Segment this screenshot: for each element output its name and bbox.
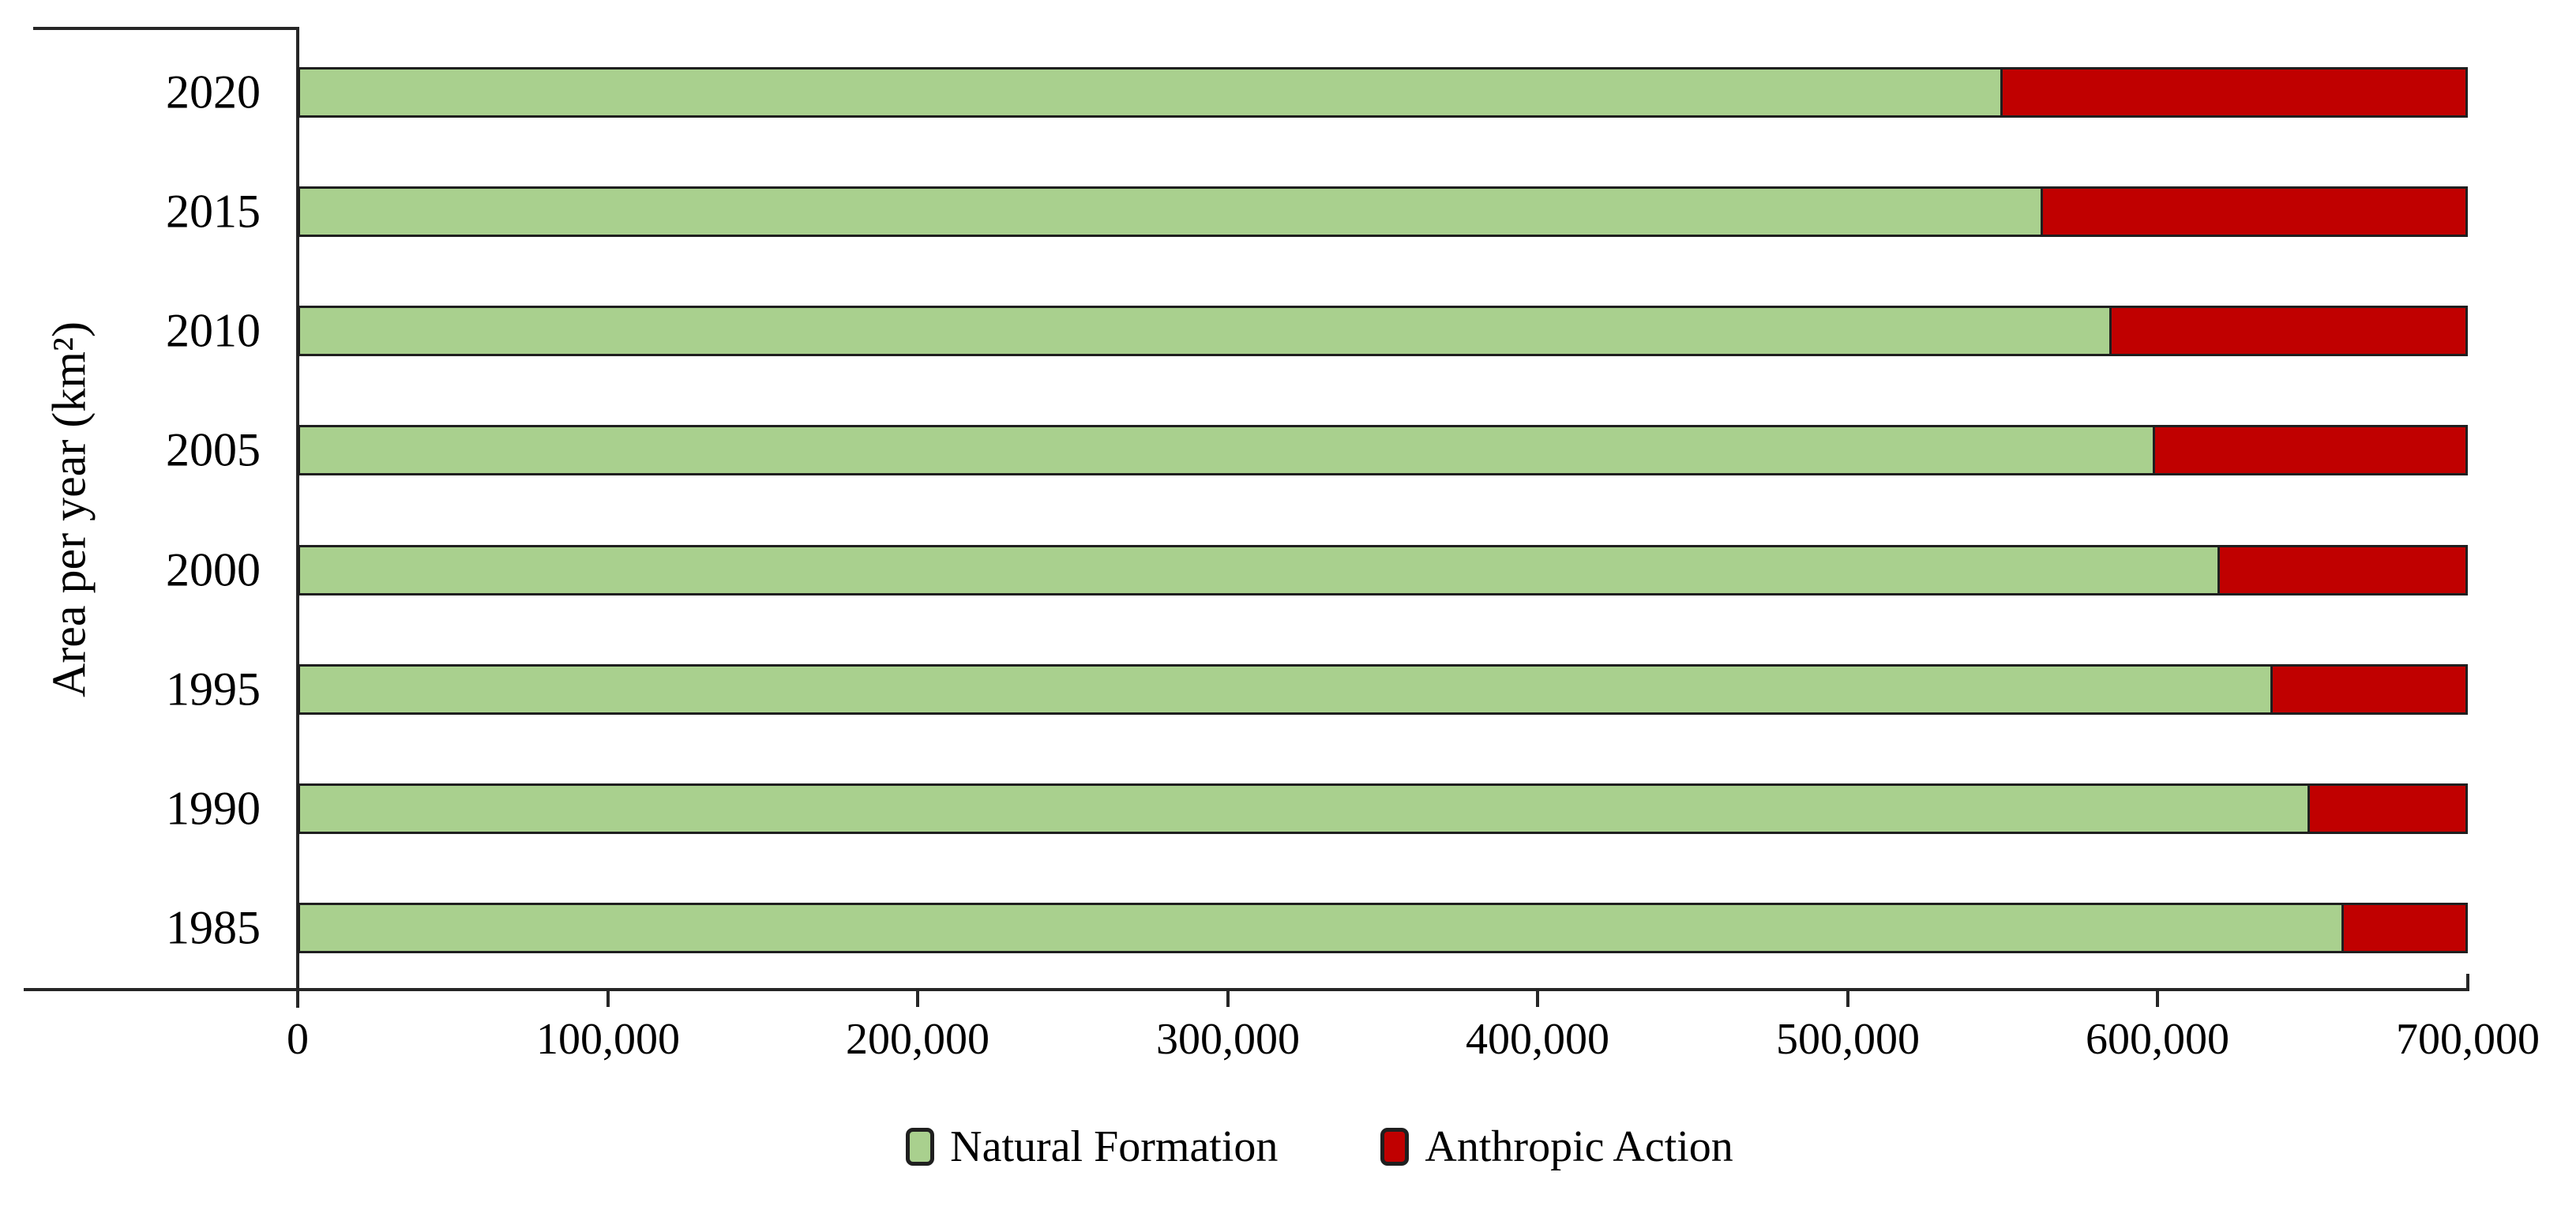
- x-tick-label-500-000: 500,000: [1776, 1015, 1920, 1064]
- bar-1990-segment-natural-formation: [298, 783, 2310, 834]
- bar-2005-segment-natural-formation: [298, 425, 2155, 475]
- bar-1990-segment-anthropic-action: [2310, 783, 2468, 834]
- y-axis-title: Area per year (km²): [43, 321, 96, 698]
- year-label-2005: 2005: [166, 423, 261, 476]
- x-tick-mark-100-000: [606, 988, 610, 1007]
- legend-marker-anthropic-action-icon: [1380, 1128, 1410, 1166]
- year-label-2015: 2015: [166, 185, 261, 238]
- legend-label-anthropic-action: Anthropic Action: [1425, 1122, 1733, 1171]
- year-label-2000: 2000: [166, 543, 261, 596]
- bar-2000-segment-anthropic-action: [2220, 545, 2468, 595]
- x-tick-label-600-000: 600,000: [2086, 1015, 2229, 1064]
- bar-2020-segment-natural-formation: [298, 67, 2003, 118]
- bar-1985-segment-anthropic-action: [2344, 903, 2468, 953]
- x-tick-label-100-000: 100,000: [536, 1015, 680, 1064]
- year-label-1995: 1995: [166, 663, 261, 716]
- y-axis-line: [296, 27, 299, 1008]
- bar-2000-segment-natural-formation: [298, 545, 2220, 595]
- bar-2015-segment-anthropic-action: [2043, 186, 2468, 237]
- bar-1985-segment-natural-formation: [298, 903, 2344, 953]
- bar-1995-segment-anthropic-action: [2273, 664, 2468, 715]
- bar-2020-segment-anthropic-action: [2003, 67, 2468, 118]
- x-tick-label-300-000: 300,000: [1156, 1015, 1300, 1064]
- year-label-1990: 1990: [166, 782, 261, 835]
- legend-item-anthropic-action: Anthropic Action: [1380, 1121, 1733, 1172]
- bar-1995-segment-natural-formation: [298, 664, 2273, 715]
- x-tick-mark-400-000: [1536, 988, 1539, 1007]
- x-tick-mark-200-000: [916, 988, 919, 1007]
- year-label-2010: 2010: [166, 304, 261, 357]
- x-axis-end-cap: [2466, 974, 2469, 990]
- legend-item-natural-formation: Natural Formation: [906, 1121, 1278, 1172]
- legend: Natural Formation Anthropic Action: [0, 1121, 2576, 1172]
- x-tick-label-0: 0: [287, 1015, 309, 1064]
- year-label-1985: 1985: [166, 901, 261, 954]
- x-tick-label-700-000: 700,000: [2396, 1015, 2540, 1064]
- bar-2010-segment-anthropic-action: [2112, 306, 2468, 356]
- x-tick-label-400-000: 400,000: [1466, 1015, 1609, 1064]
- bar-2010-segment-natural-formation: [298, 306, 2112, 356]
- x-axis-line: [24, 988, 2469, 991]
- x-tick-mark-300-000: [1226, 988, 1230, 1007]
- bar-2005-segment-anthropic-action: [2155, 425, 2468, 475]
- x-tick-label-200-000: 200,000: [846, 1015, 989, 1064]
- legend-label-natural-formation: Natural Formation: [950, 1122, 1279, 1171]
- top-cap-line: [33, 27, 299, 30]
- year-label-2020: 2020: [166, 66, 261, 118]
- x-tick-mark-600-000: [2156, 988, 2159, 1007]
- legend-marker-natural-formation-icon: [906, 1128, 935, 1166]
- bar-2015-segment-natural-formation: [298, 186, 2043, 237]
- x-tick-mark-500-000: [1846, 988, 1849, 1007]
